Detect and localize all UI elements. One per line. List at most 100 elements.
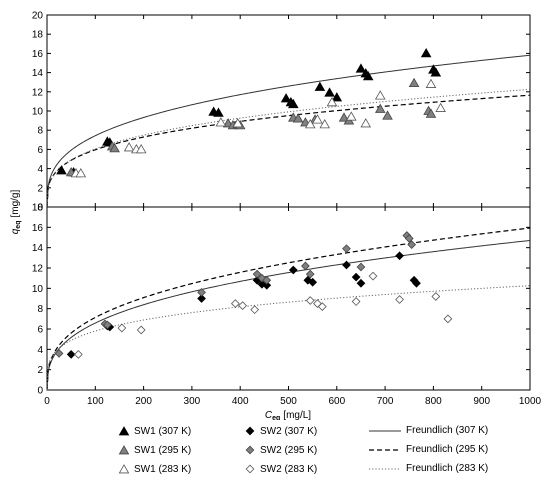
x-axis-title: Ceq [mg/L]: [265, 410, 311, 420]
legend-label: Freundlich (295 K): [406, 444, 489, 455]
fit-line-solid: [46, 54, 531, 208]
legend-label: SW1 (283 K): [134, 463, 192, 475]
data-point: [231, 299, 240, 308]
legend-label: SW2 (295 K): [260, 444, 318, 456]
legend-entry: SW2 (283 K): [244, 463, 317, 475]
data-point: [74, 350, 83, 359]
data-point: [342, 260, 351, 270]
data-point: [331, 92, 343, 102]
data-point: [412, 278, 421, 288]
legend-entry: SW1 (295 K): [118, 444, 191, 456]
x-tick-label: 500: [280, 396, 297, 407]
y-tick-label: 10: [32, 107, 44, 118]
x-tick-label: 900: [473, 396, 490, 407]
data-point: [197, 288, 206, 297]
data-point: [346, 111, 357, 121]
y-tick-label: 4: [37, 164, 43, 175]
data-point: [252, 269, 262, 279]
fit-line-solid: [46, 239, 531, 391]
legend-swatch: [245, 445, 255, 455]
y-tick-label: 2: [37, 365, 43, 376]
data-point: [425, 108, 437, 118]
data-point: [395, 295, 404, 304]
fit-line-dashed: [46, 94, 531, 208]
legend: SW1 (307 K) SW1 (295 K) SW1 (283 K) SW2 (30…: [0, 420, 550, 480]
x-tick-label: 700: [377, 396, 394, 407]
y-tick-label: 0: [37, 203, 43, 214]
legend-swatch: [369, 448, 401, 451]
legend-swatch: [245, 426, 255, 436]
legend-entry: SW2 (307 K): [244, 425, 317, 437]
data-point: [117, 323, 127, 333]
data-point: [319, 119, 331, 129]
legend-marker-swatch: [245, 445, 255, 455]
legend-marker-swatch: [245, 464, 255, 474]
data-point: [338, 112, 350, 122]
y-tick-label: 2: [37, 183, 43, 194]
y-tick-label: 12: [32, 264, 44, 275]
legend-label: Freundlich (307 K): [406, 425, 489, 436]
y-tick-label: 14: [32, 68, 44, 79]
legend-label: SW1 (295 K): [134, 444, 192, 456]
x-tick-label: 800: [425, 396, 442, 407]
data-point: [355, 63, 367, 73]
data-point: [368, 271, 378, 281]
data-point: [288, 265, 298, 275]
data-point: [374, 90, 386, 100]
x-tick-label: 1000: [519, 396, 542, 407]
fit-line-dotted: [46, 285, 531, 391]
legend-entry: Freundlich (283 K): [368, 463, 488, 474]
data-point: [262, 275, 272, 285]
legend-swatch: [118, 464, 130, 474]
y-tick-label: 20: [32, 11, 44, 22]
legend-label: SW2 (283 K): [260, 463, 318, 475]
data-point: [66, 350, 76, 359]
data-point: [213, 107, 224, 117]
y-tick-label: 18: [32, 203, 44, 214]
y-tick-label: 8: [37, 126, 43, 137]
legend-label: Freundlich (283 K): [406, 463, 489, 474]
x-tick-label: 100: [87, 396, 104, 407]
data-point: [324, 87, 335, 97]
top-panel-frame: [46, 14, 531, 208]
x-tick-label: 600: [328, 396, 345, 407]
data-point: [301, 261, 310, 271]
legend-marker-swatch: [245, 426, 255, 436]
data-point: [326, 96, 338, 107]
data-point: [362, 71, 374, 81]
data-point: [395, 251, 404, 261]
legend-marker-swatch: [118, 445, 130, 455]
y-tick-label: 6: [37, 145, 43, 156]
data-point: [351, 272, 361, 282]
top-panel: 0 2 4 6 8 10 12 14 16 18 20: [32, 11, 531, 214]
data-point: [430, 67, 442, 77]
data-point: [109, 143, 120, 153]
y-tick-label: 10: [32, 284, 44, 295]
legend-entry: SW1 (307 K): [118, 425, 191, 437]
y-tick-label: 0: [37, 386, 43, 397]
fit-line-dotted: [46, 88, 531, 208]
data-point: [288, 98, 299, 109]
data-point: [356, 262, 366, 272]
legend-swatch: [118, 426, 130, 436]
data-point: [443, 314, 453, 324]
legend-entry: Freundlich (307 K): [368, 425, 488, 436]
data-point: [215, 117, 227, 127]
data-point: [312, 114, 323, 124]
x-tick-label: 200: [135, 396, 152, 407]
legend-entry: SW1 (283 K): [118, 463, 191, 475]
data-point: [404, 234, 414, 243]
legend-label: SW2 (307 K): [260, 425, 318, 437]
data-point: [317, 302, 327, 311]
data-point: [435, 102, 446, 112]
data-point: [135, 143, 147, 154]
y-tick-label: 18: [32, 30, 44, 41]
legend-entry: Freundlich (295 K): [368, 444, 488, 455]
y-tick-label: 14: [32, 243, 44, 254]
data-point: [431, 292, 441, 301]
data-point: [304, 119, 316, 129]
data-point: [425, 78, 437, 88]
data-point: [54, 349, 64, 358]
y-tick-label: 12: [32, 87, 44, 98]
data-point: [250, 305, 260, 315]
